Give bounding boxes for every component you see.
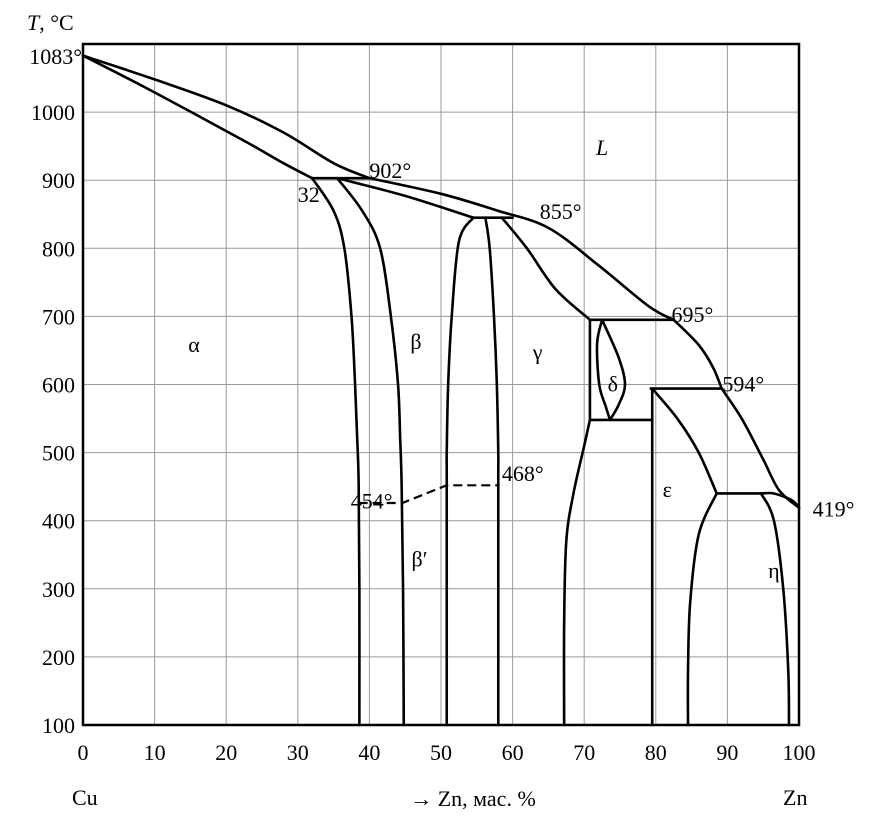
phase-boundary (335, 176, 475, 219)
y-axis-label: T, °C (27, 10, 74, 35)
x-tick-label: 50 (430, 740, 452, 765)
phase-boundary (335, 176, 406, 727)
x-tick-label: 60 (502, 740, 524, 765)
phase-boundary (595, 318, 612, 422)
phase-boundary (500, 216, 592, 322)
phase-boundary (600, 318, 627, 422)
dashed-boundaries (358, 484, 499, 505)
phase-boundary (759, 491, 801, 510)
phase-boundary (445, 216, 475, 727)
x-tick-label: 40 (358, 740, 380, 765)
temperature-annotation: 855° (540, 199, 582, 224)
y-tick-label: 300 (42, 577, 75, 602)
x-tick-label: 90 (716, 740, 738, 765)
temperature-annotation: 468° (502, 461, 544, 486)
y-tick-label: 800 (42, 236, 75, 261)
y-tick-label: 900 (42, 168, 75, 193)
y-tick-label: 500 (42, 441, 75, 466)
x-tick-label: 80 (645, 740, 667, 765)
x-tick-label: 10 (144, 740, 166, 765)
phase-boundary (720, 387, 801, 510)
x-tick-label: 100 (783, 740, 816, 765)
temperature-annotation: 594° (722, 371, 764, 396)
phase-label: β (410, 329, 421, 354)
y-tick-labels: 100 200 300 400 500 600 700 800 900 1000 (31, 100, 75, 738)
phase-boundary (759, 492, 791, 727)
phase-label: β′ (412, 546, 428, 571)
phase-labels: Lα β γ δ ε β′ η (188, 135, 779, 583)
phase-boundary (650, 387, 718, 495)
x-right-component: Zn (783, 785, 807, 810)
phase-boundary (686, 492, 718, 727)
x-tick-label: 30 (287, 740, 309, 765)
phase-boundary (81, 54, 314, 180)
phase-label: γ (532, 339, 543, 364)
phase-label: ε (663, 477, 672, 502)
temperature-annotation: 32 (298, 182, 320, 207)
phase-label: η (768, 558, 780, 583)
y-tick-label: 200 (42, 645, 75, 670)
x-axis-label: → Zn, мас. % (410, 786, 536, 811)
temperature-annotation: 695° (672, 302, 714, 327)
x-tick-label: 20 (215, 740, 237, 765)
temperature-annotation: 419° (813, 497, 855, 522)
y-tick-label: 1000 (31, 100, 75, 125)
y-axis-top-label: 1083° (29, 44, 82, 69)
x-tick-labels: 0 10 20 30 40 50 60 70 80 90 100 (78, 740, 816, 765)
x-left-component: Cu (72, 785, 98, 810)
annotations: 902° 32 855° 695° 594° 468° 454° 419° (298, 158, 855, 521)
phase-boundary (672, 318, 723, 390)
x-tick-label: 0 (78, 740, 89, 765)
temperature-annotation: 454° (351, 488, 393, 513)
y-tick-label: 400 (42, 509, 75, 534)
phase-boundary (484, 216, 500, 727)
phase-boundary (310, 176, 361, 727)
phase-boundary (81, 54, 371, 180)
phase-boundary (562, 418, 592, 727)
y-tick-label: 600 (42, 373, 75, 398)
phase-label: L (595, 135, 608, 160)
y-tick-label: 100 (42, 713, 75, 738)
plot-frame (81, 42, 801, 727)
phase-boundary (368, 176, 675, 322)
phase-label: α (188, 332, 200, 357)
phase-boundaries (81, 54, 801, 727)
temperature-annotation: 902° (369, 158, 411, 183)
y-tick-label: 700 (42, 304, 75, 329)
phase-label: δ (608, 371, 618, 396)
x-tick-label: 70 (573, 740, 595, 765)
grid (82, 44, 800, 726)
dashed-boundary (358, 484, 499, 505)
